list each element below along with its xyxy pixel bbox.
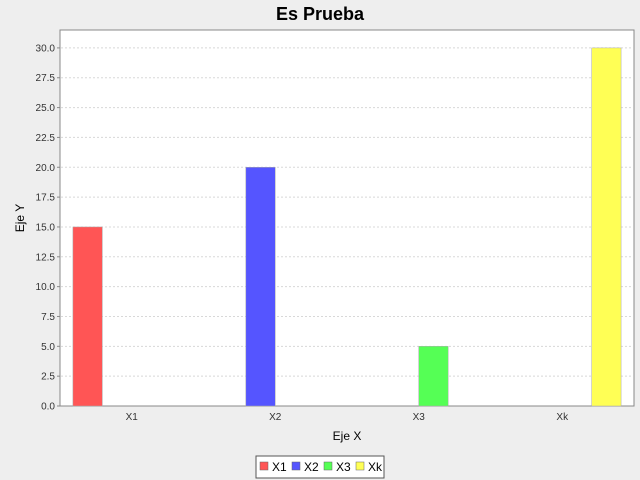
legend-box [255,455,385,479]
legend-label: X2 [304,460,319,474]
x-tick-label: Xk [556,412,569,423]
y-tick-label: 20.0 [36,163,56,174]
x-tick-label: X3 [413,412,426,423]
y-tick-label: 22.5 [36,133,56,144]
bar-xk [591,47,622,407]
bars [72,47,622,407]
y-tick-label: 12.5 [36,252,56,263]
y-axis-ticks: 0.0 2.5 5.0 7.5 10.0 12.5 15.0 17.5 20.0 22.5 25.0… [36,43,60,413]
legend: X1 X2 X3 Xk [255,455,385,479]
y-tick-label: 5.0 [41,342,55,353]
y-tick-label: 10.0 [36,282,56,293]
legend-label: Xk [368,460,383,474]
plot-area [59,29,635,407]
y-tick-label: 27.5 [36,73,56,84]
y-axis-label: Eje Y [13,204,27,232]
chart-title: Es Prueba [276,4,365,24]
x-axis-ticks: X1 X2 X3 Xk [126,412,569,423]
bar-x3 [418,346,449,407]
legend-swatch [259,461,269,471]
legend-label: X3 [336,460,351,474]
legend-swatch [291,461,301,471]
bar-x1 [72,226,103,407]
y-tick-label: 7.5 [41,312,55,323]
y-tick-label: 30.0 [36,43,56,54]
legend-swatch [355,461,365,471]
legend-swatch [323,461,333,471]
x-tick-label: X2 [269,412,282,423]
x-tick-label: X1 [126,412,139,423]
y-tick-label: 0.0 [41,402,55,413]
gridlines [61,47,633,377]
y-tick-label: 25.0 [36,103,56,114]
legend-label: X1 [272,460,287,474]
bar-x2 [245,167,276,407]
y-tick-label: 2.5 [41,372,55,383]
y-tick-label: 15.0 [36,222,56,233]
y-tick-label: 17.5 [36,193,56,204]
x-axis-label: Eje X [333,429,362,443]
